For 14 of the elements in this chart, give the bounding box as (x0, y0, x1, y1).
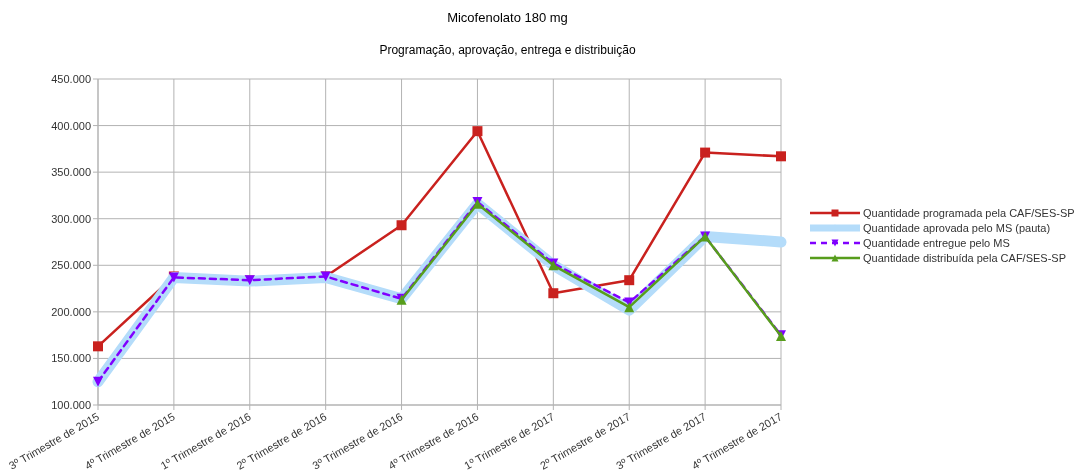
y-tick-label: 150.000 (51, 352, 91, 365)
legend-label: Quantidade distribuída pela CAF/SES-SP (863, 252, 1067, 264)
chart-subtitle: Programação, aprovação, entrega e distribuição (379, 43, 636, 57)
y-tick-label: 450.000 (51, 73, 91, 85)
legend-label: Quantidade aprovada pelo MS (pauta) (863, 222, 1051, 234)
y-tick-label: 200.000 (51, 305, 91, 318)
legend-label: Quantidade entregue pelo MS (863, 237, 1010, 249)
y-tick-label: 250.000 (51, 259, 91, 272)
y-tick-label: 350.000 (51, 166, 91, 179)
y-tick-label: 300.000 (51, 212, 91, 225)
chart-title: Micofenolato 180 mg (447, 10, 568, 25)
legend-label: Quantidade programada pela CAF/SES-SP (863, 207, 1075, 219)
y-tick-label: 100.000 (51, 399, 91, 411)
y-tick-label: 400.000 (51, 119, 91, 132)
